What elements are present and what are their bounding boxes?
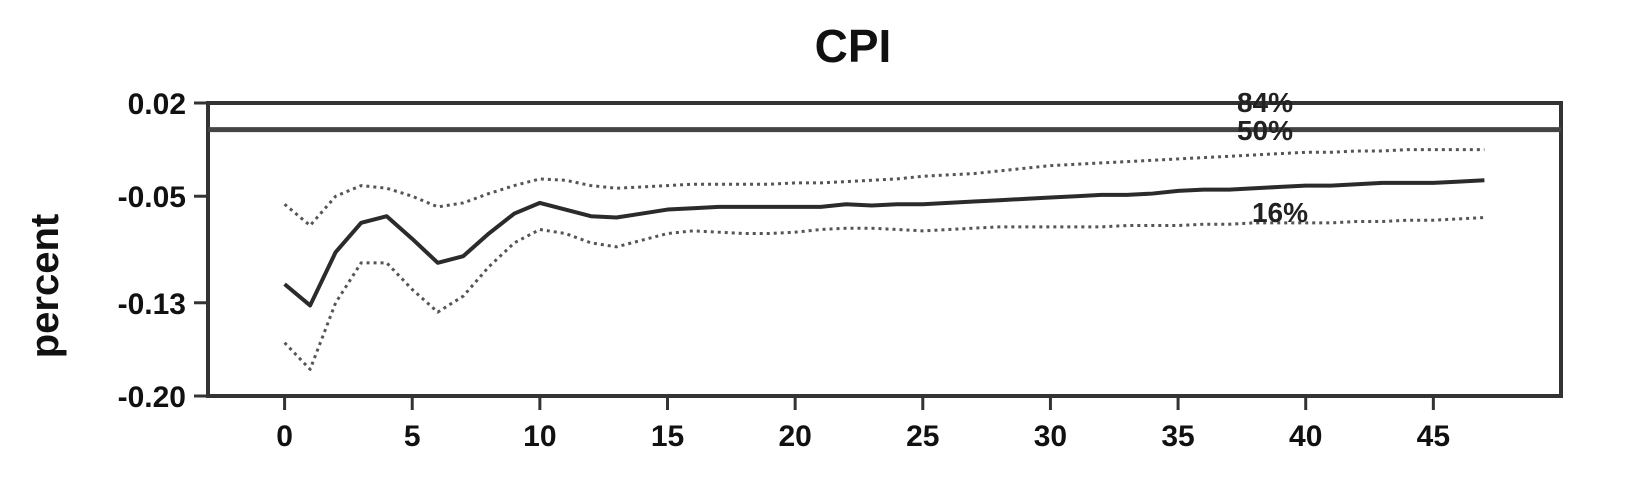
annotation-16pct: 16% <box>1252 197 1308 228</box>
x-tick-label: 35 <box>1161 420 1194 453</box>
series-line-84pct <box>283 148 1485 228</box>
x-tick-label: 40 <box>1289 420 1322 453</box>
quantile-annotations: 84%50% 16% <box>1237 87 1308 228</box>
y-axis-ticks: 0.02 -0.05 -0.13 -0.20 <box>118 88 208 414</box>
annotation-50pct: 50% <box>1237 115 1293 146</box>
x-tick-label: 45 <box>1417 420 1450 453</box>
x-tick-label: 5 <box>404 420 421 453</box>
y-tick-label: -0.20 <box>118 381 186 414</box>
y-tick-label: -0.05 <box>118 181 186 214</box>
series-lines <box>283 148 1485 371</box>
x-tick-label: 25 <box>906 420 939 453</box>
plot-frame <box>206 101 1563 398</box>
series-line-16pct <box>283 216 1485 371</box>
x-tick-label: 10 <box>523 420 556 453</box>
y-tick-label: -0.13 <box>118 288 186 321</box>
x-axis-ticks: 0 5 10 15 20 25 30 35 40 45 <box>276 396 1450 453</box>
x-tick-label: 15 <box>651 420 684 453</box>
y-tick-label: 0.02 <box>128 88 186 121</box>
series-line-50pct <box>283 178 1485 308</box>
y-axis-label: percent <box>23 214 67 359</box>
chart-title: CPI <box>815 20 892 72</box>
x-tick-label: 0 <box>276 420 293 453</box>
x-tick-label: 30 <box>1034 420 1067 453</box>
x-tick-label: 20 <box>778 420 811 453</box>
annotation-84pct: 84% <box>1237 87 1293 118</box>
